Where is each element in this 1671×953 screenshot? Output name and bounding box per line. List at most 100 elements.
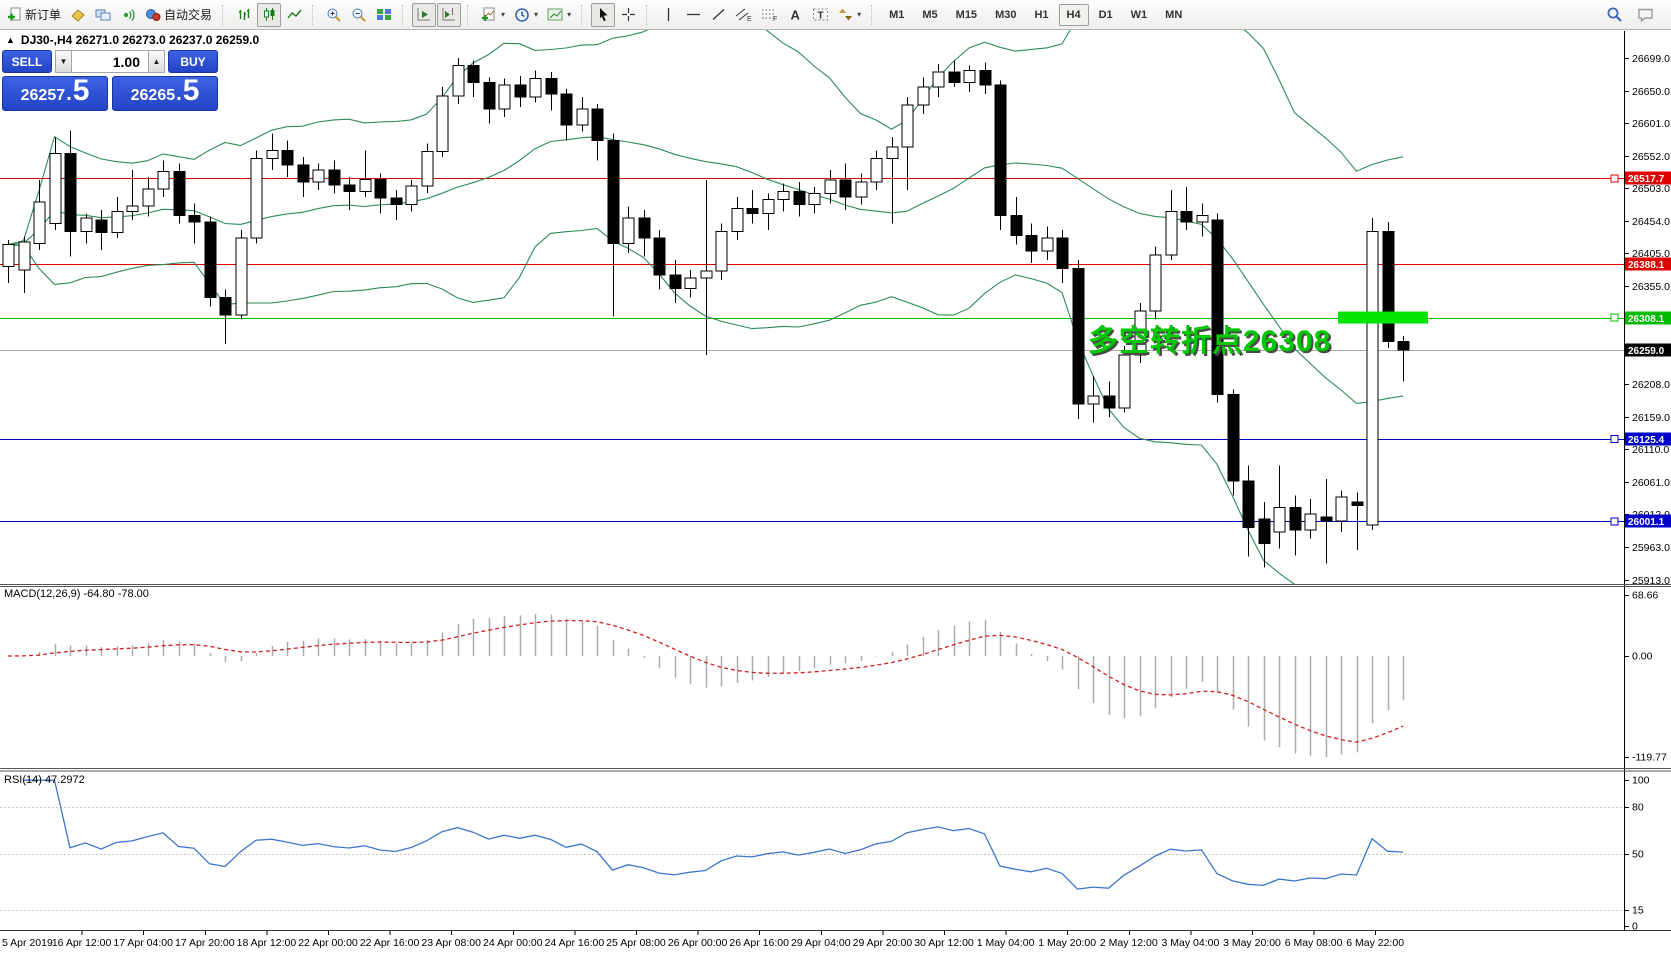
symbol-ohlc-text: DJ30-,H4 26271.0 26273.0 26237.0 26259.0	[20, 33, 260, 47]
svg-text:26405.0: 26405.0	[1632, 248, 1670, 260]
vertical-line-icon	[662, 7, 675, 22]
svg-text:26208.0: 26208.0	[1632, 379, 1670, 391]
svg-text:29 Apr 04:00: 29 Apr 04:00	[791, 937, 851, 949]
svg-text:26 Apr 16:00: 26 Apr 16:00	[729, 937, 789, 949]
line-chart-button[interactable]	[282, 3, 306, 27]
timeframe-D1-button[interactable]: D1	[1091, 4, 1121, 26]
toolbar-separator	[312, 4, 318, 25]
timeframe-W1-button[interactable]: W1	[1123, 4, 1156, 26]
timeframe-MN-button[interactable]: MN	[1157, 4, 1190, 26]
timeframe-H1-button[interactable]: H1	[1026, 4, 1056, 26]
candlestick-chart-button[interactable]	[257, 2, 282, 27]
chat-button[interactable]	[1633, 3, 1660, 27]
trendline-icon	[711, 7, 726, 22]
svg-text:24 Apr 16:00: 24 Apr 16:00	[545, 937, 605, 949]
sell-button[interactable]: SELL	[2, 50, 52, 73]
svg-text:30 Apr 12:00: 30 Apr 12:00	[914, 937, 974, 949]
equidistant-channel-button[interactable]: E	[731, 3, 756, 27]
volume-increase-button[interactable]: ▲	[148, 50, 165, 73]
zoom-out-button[interactable]	[347, 3, 371, 27]
chart-shift-button[interactable]	[437, 2, 462, 27]
new-order-button[interactable]: 新订单	[3, 3, 65, 27]
search-icon	[1606, 6, 1623, 23]
svg-text:26259.0: 26259.0	[1628, 346, 1665, 357]
bar-chart-icon	[237, 7, 252, 22]
svg-text:T: T	[818, 11, 824, 22]
text-button[interactable]: A	[783, 3, 807, 27]
vertical-line-button[interactable]	[656, 3, 680, 27]
timeframe-M1-button[interactable]: M1	[881, 4, 912, 26]
svg-text:16 Apr 12:00: 16 Apr 12:00	[52, 937, 112, 949]
auto-trading-button[interactable]: 自动交易	[141, 3, 216, 27]
arrows-button[interactable]: ▾	[834, 3, 865, 27]
indicators-add-icon	[481, 7, 497, 22]
svg-text:6 May 08:00: 6 May 08:00	[1285, 937, 1343, 949]
search-button[interactable]	[1602, 3, 1627, 27]
svg-text:26001.1: 26001.1	[1628, 517, 1665, 528]
macd-indicator-label: MACD(12,26,9) -64.80 -78.00	[4, 588, 149, 600]
timeframe-M5-button[interactable]: M5	[914, 4, 945, 26]
crosshair-button[interactable]	[616, 3, 640, 27]
svg-text:26159.0: 26159.0	[1632, 412, 1670, 424]
metaeditor-button[interactable]	[66, 3, 90, 27]
svg-text:17 Apr 20:00: 17 Apr 20:00	[175, 937, 235, 949]
toolbar-separator	[871, 4, 877, 25]
svg-text:26355.0: 26355.0	[1632, 281, 1670, 293]
cursor-button[interactable]	[591, 2, 616, 27]
main-chart[interactable]: 26699.0 26650.0 26601.0 26552.0 26503.0 26454…	[0, 30, 1671, 953]
chart-annotation-text[interactable]: 多空转折点26308	[1088, 325, 1332, 358]
toolbar-separator	[646, 4, 652, 25]
template-icon	[547, 7, 563, 22]
svg-text:2 May 12:00: 2 May 12:00	[1100, 937, 1158, 949]
symbol-header: ▲ DJ30-,H4 26271.0 26273.0 26237.0 26259…	[6, 33, 259, 47]
fibonacci-button[interactable]: F	[757, 3, 782, 27]
svg-text:68.66: 68.66	[1632, 590, 1658, 602]
svg-text:29 Apr 20:00: 29 Apr 20:00	[853, 937, 913, 949]
toolbar-separator	[581, 4, 587, 25]
volume-input[interactable]: 1.00	[72, 50, 148, 73]
terminals-button[interactable]	[91, 3, 115, 27]
horizontal-line-button[interactable]	[681, 3, 705, 27]
chart-shift-icon	[441, 7, 457, 22]
auto-scroll-button[interactable]	[412, 2, 437, 27]
zoom-in-button[interactable]	[322, 3, 346, 27]
volume-control: ▼ 1.00 ▲	[55, 50, 165, 73]
templates-button[interactable]: ▾	[543, 3, 575, 27]
fibonacci-icon: F	[761, 7, 778, 22]
svg-text:24 Apr 00:00: 24 Apr 00:00	[483, 937, 543, 949]
one-click-trading-panel: SELL ▼ 1.00 ▲ BUY 26257. 5 26265. 5	[2, 50, 218, 111]
new-order-icon	[7, 7, 22, 22]
svg-text:18 Apr 12:00: 18 Apr 12:00	[237, 937, 297, 949]
sell-price-button[interactable]: 26257. 5	[2, 76, 108, 111]
svg-text:F: F	[773, 16, 777, 22]
yellow-tag-icon	[70, 7, 86, 22]
svg-text:A: A	[791, 8, 801, 23]
svg-text:26650.0: 26650.0	[1632, 86, 1670, 98]
tile-windows-button[interactable]	[372, 3, 396, 27]
buy-button[interactable]: BUY	[168, 50, 218, 73]
auto-scroll-icon	[416, 7, 432, 22]
timeframe-M15-button[interactable]: M15	[948, 4, 985, 26]
svg-text:-119.77: -119.77	[1632, 752, 1667, 764]
monitors-icon	[95, 7, 111, 22]
periods-button[interactable]: ▾	[510, 3, 542, 27]
svg-text:17 Apr 04:00: 17 Apr 04:00	[113, 937, 173, 949]
buy-price-button[interactable]: 26265. 5	[112, 76, 218, 111]
timeframe-M30-button[interactable]: M30	[987, 4, 1024, 26]
indicators-button[interactable]: ▾	[477, 3, 509, 27]
new-order-label: 新订单	[25, 8, 62, 22]
svg-text:26 Apr 00:00: 26 Apr 00:00	[668, 937, 728, 949]
volume-decrease-button[interactable]: ▼	[55, 50, 72, 73]
timeframe-H4-button[interactable]: H4	[1058, 3, 1089, 26]
svg-text:26388.1: 26388.1	[1628, 260, 1665, 271]
svg-text:26125.4: 26125.4	[1628, 435, 1665, 446]
signals-button[interactable]	[116, 3, 140, 27]
rsi-indicator-label: RSI(14) 47.2972	[4, 774, 85, 786]
horizontal-line-icon	[686, 8, 701, 21]
trendline-button[interactable]	[706, 3, 730, 27]
bar-chart-button[interactable]	[232, 3, 256, 27]
text-label-button[interactable]: T	[808, 3, 833, 27]
collapse-triangle-icon[interactable]: ▲	[6, 35, 15, 45]
candlestick-chart-icon	[262, 7, 277, 22]
